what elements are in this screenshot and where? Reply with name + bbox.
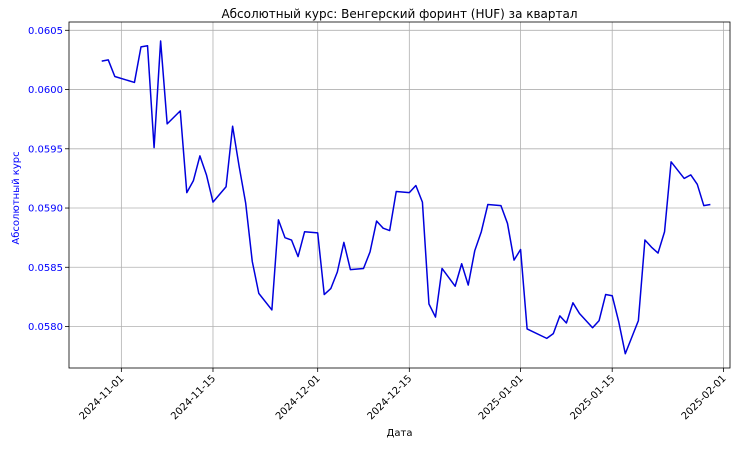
x-tick-label: 2024-11-01 [78, 373, 127, 422]
y-axis-ticks: 0.0580 0.0585 0.0590 0.0595 0.0600 0.0605 [28, 26, 69, 333]
x-tick-label: 2024-12-15 [366, 373, 415, 422]
y-axis-label: Абсолютный курс [11, 151, 22, 244]
y-tick-label: 0.0595 [28, 144, 63, 155]
grid-layer [69, 22, 730, 368]
x-tick-label: 2025-01-15 [568, 373, 617, 422]
x-tick-label: 2025-01-01 [477, 373, 526, 422]
y-tick-label: 0.0600 [28, 85, 63, 96]
x-axis-label: Дата [387, 428, 413, 439]
x-tick-label: 2024-11-15 [169, 373, 218, 422]
chart-title: Абсолютный курс: Венгерский форинт (HUF)… [221, 7, 577, 21]
y-tick-label: 0.0580 [28, 322, 63, 333]
x-tick-label: 2024-12-01 [274, 373, 323, 422]
y-tick-label: 0.0585 [28, 263, 63, 274]
plot-frame [68, 21, 731, 369]
x-axis-ticks: 2024-11-01 2024-11-15 2024-12-01 2024-12-15… [78, 368, 729, 422]
y-tick-label: 0.0590 [28, 204, 63, 215]
y-tick-label: 0.0605 [28, 26, 63, 37]
x-tick-label: 2025-02-01 [680, 373, 729, 422]
series-line [101, 40, 711, 355]
